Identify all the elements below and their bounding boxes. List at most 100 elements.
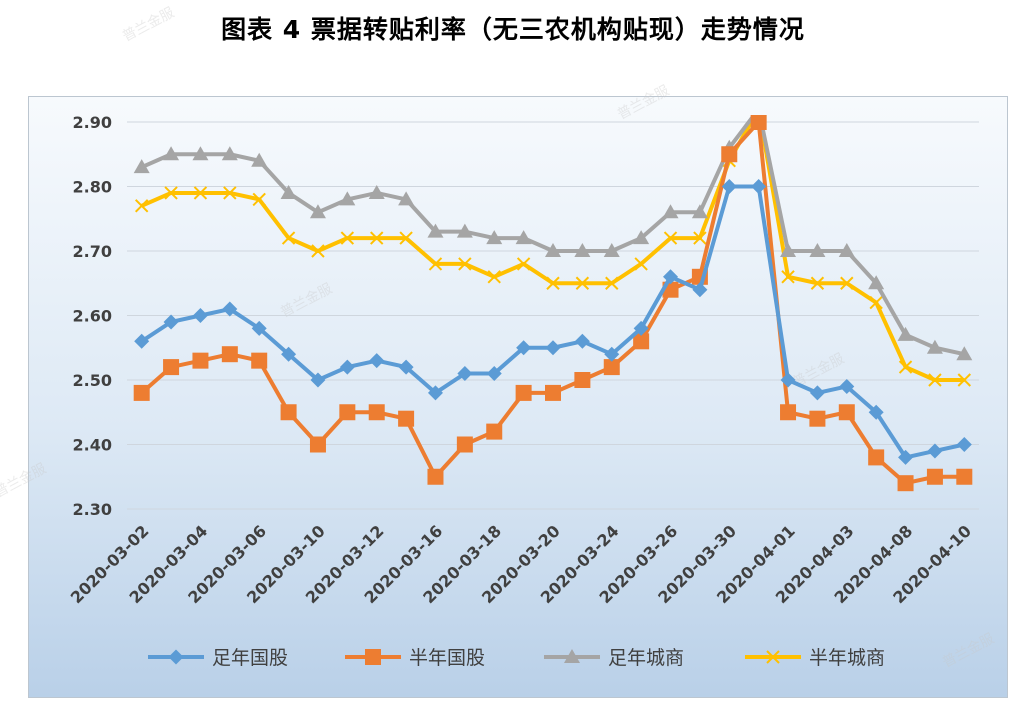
data-point	[693, 231, 707, 245]
data-point	[428, 257, 443, 271]
data-point	[928, 373, 942, 387]
data-point	[780, 404, 797, 421]
data-point	[898, 449, 914, 465]
data-point	[926, 339, 943, 354]
series-line	[140, 120, 965, 486]
data-point	[223, 186, 237, 200]
series-line	[140, 115, 965, 357]
legend-label: 足年国股	[212, 647, 288, 669]
data-point	[251, 152, 268, 167]
data-point	[340, 231, 355, 245]
data-point	[545, 340, 561, 356]
data-point	[750, 115, 767, 130]
data-point	[810, 276, 825, 290]
data-point	[339, 359, 355, 375]
data-point	[545, 243, 561, 257]
y-tick-label: 2.50	[73, 371, 112, 390]
data-point	[133, 159, 150, 174]
data-point	[897, 326, 914, 341]
data-point	[134, 333, 150, 349]
data-point	[575, 276, 590, 290]
data-point	[516, 340, 532, 356]
data-point	[311, 244, 325, 258]
data-point	[368, 404, 385, 421]
legend-marker	[365, 649, 381, 665]
data-point	[956, 468, 973, 485]
data-point	[897, 475, 914, 492]
data-point	[339, 404, 356, 421]
y-tick-label: 2.40	[73, 436, 112, 455]
data-point	[752, 115, 765, 116]
data-point	[280, 404, 297, 421]
y-tick-label: 2.30	[73, 500, 112, 519]
data-point	[515, 230, 532, 245]
data-point	[309, 204, 326, 219]
data-point	[427, 468, 444, 485]
data-point	[868, 275, 885, 290]
data-point	[633, 333, 650, 350]
legend-label: 足年城商	[608, 647, 684, 669]
data-point	[252, 192, 266, 207]
data-point	[398, 191, 415, 206]
data-point	[515, 384, 532, 401]
data-point	[251, 352, 268, 369]
data-point	[809, 243, 826, 257]
data-point	[780, 243, 797, 257]
data-point	[839, 378, 855, 394]
data-point	[605, 276, 619, 290]
data-point	[487, 270, 501, 284]
data-point	[663, 269, 679, 285]
data-point	[840, 276, 854, 290]
data-point	[750, 115, 767, 116]
data-point	[868, 404, 884, 420]
data-point	[926, 468, 943, 485]
data-point	[957, 373, 972, 387]
data-point	[721, 146, 738, 163]
data-point	[134, 199, 149, 213]
plot-area	[133, 115, 973, 492]
data-point	[251, 320, 267, 336]
data-point	[692, 282, 708, 298]
data-point	[281, 231, 296, 245]
data-point	[662, 204, 679, 219]
data-point	[780, 372, 796, 388]
data-point	[163, 359, 180, 376]
data-point	[221, 346, 238, 363]
data-point	[163, 146, 180, 161]
data-point	[164, 186, 178, 200]
data-point	[516, 257, 531, 271]
data-point	[634, 257, 648, 271]
data-point	[486, 423, 503, 440]
data-point	[369, 353, 385, 369]
data-point	[193, 186, 208, 200]
data-point	[927, 443, 943, 459]
data-point	[458, 257, 472, 271]
data-point	[868, 449, 885, 466]
legend-marker	[766, 650, 780, 664]
data-point	[486, 366, 502, 382]
data-point	[751, 179, 767, 194]
data-point	[163, 314, 179, 330]
data-point	[838, 243, 855, 257]
data-point	[574, 243, 591, 257]
legend-label: 半年国股	[409, 647, 485, 669]
data-point	[398, 359, 414, 375]
data-point	[721, 179, 737, 194]
legend-item: 足年国股	[148, 647, 288, 669]
chart-title: 图表 4 票据转贴利率（无三农机构贴现）走势情况	[221, 15, 805, 44]
data-point	[898, 360, 913, 374]
y-tick-label: 2.70	[73, 242, 112, 261]
data-point	[545, 384, 561, 401]
data-point	[221, 146, 238, 161]
y-tick-label: 2.90	[73, 113, 112, 132]
data-point	[869, 295, 883, 310]
data-point	[691, 204, 708, 219]
data-point	[604, 346, 620, 362]
data-point	[192, 308, 208, 323]
data-point	[486, 230, 503, 245]
data-point	[838, 404, 855, 421]
data-point	[192, 146, 209, 161]
data-point	[370, 231, 384, 245]
data-point	[368, 184, 385, 199]
